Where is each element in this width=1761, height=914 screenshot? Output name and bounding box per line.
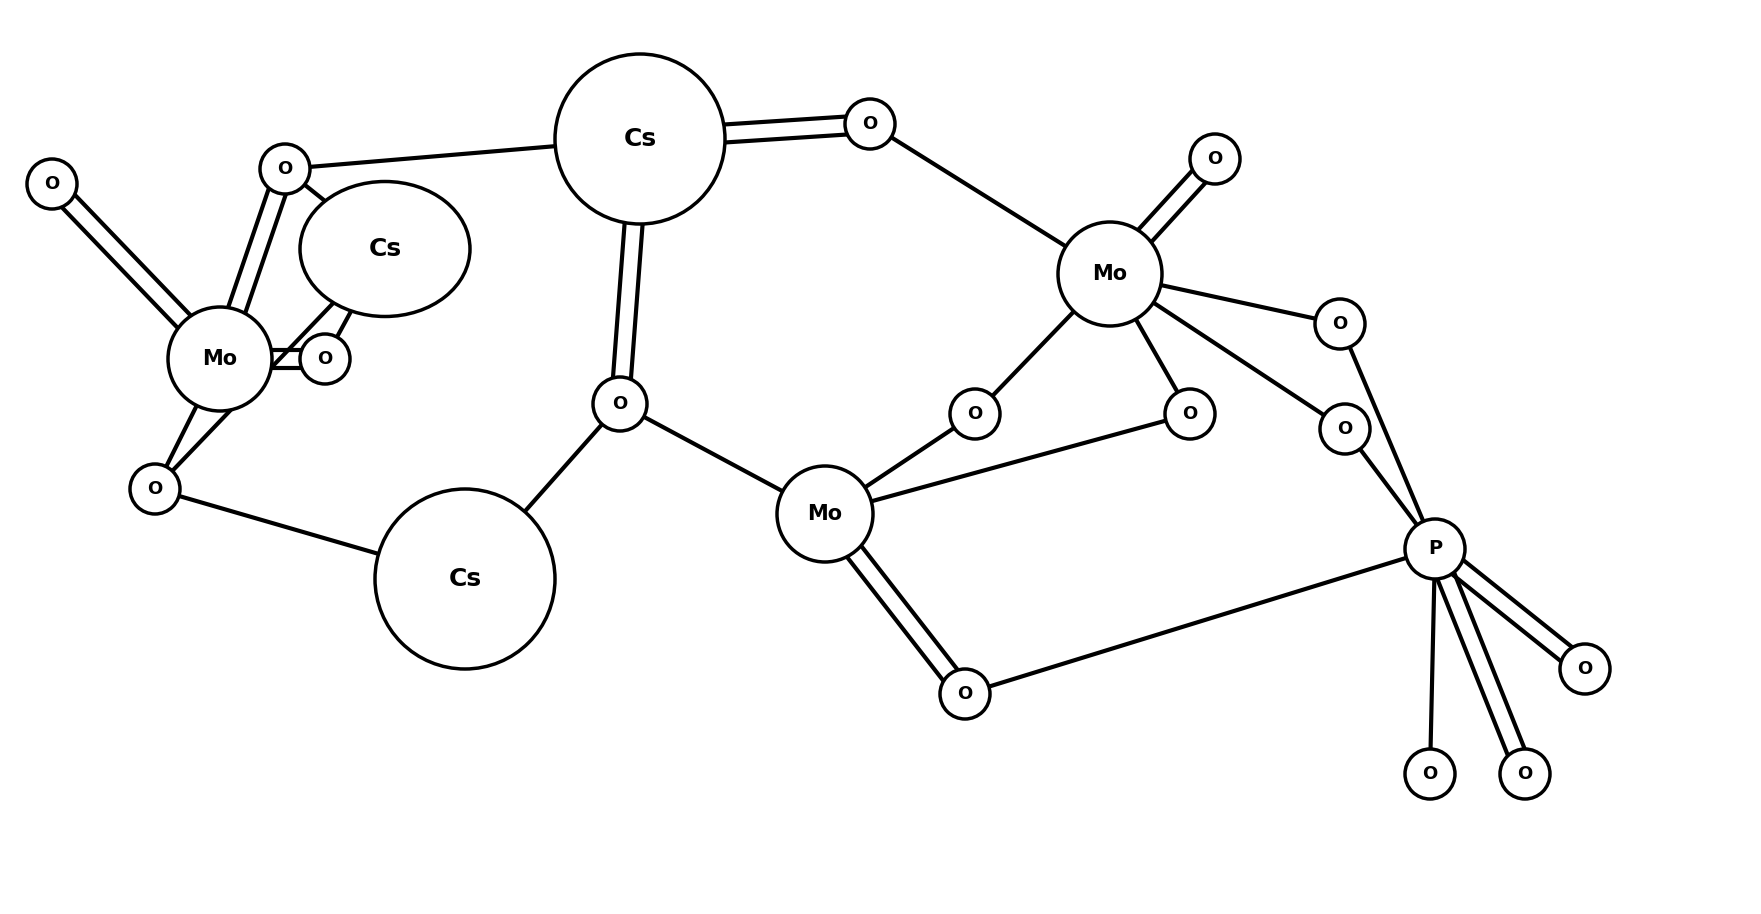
Circle shape — [261, 144, 310, 194]
Text: O: O — [1182, 405, 1197, 423]
Circle shape — [167, 307, 271, 411]
Text: O: O — [1423, 765, 1437, 783]
Circle shape — [1560, 644, 1610, 694]
Circle shape — [1315, 299, 1365, 349]
Circle shape — [1500, 749, 1550, 799]
Ellipse shape — [299, 182, 470, 316]
Text: Cs: Cs — [623, 127, 657, 151]
Text: O: O — [278, 160, 292, 178]
Text: Mo: Mo — [808, 504, 842, 524]
Circle shape — [555, 54, 726, 224]
Text: O: O — [1518, 765, 1532, 783]
Circle shape — [1058, 222, 1162, 326]
Circle shape — [940, 669, 990, 719]
Text: O: O — [967, 405, 983, 423]
Circle shape — [375, 489, 555, 669]
Circle shape — [1166, 389, 1215, 439]
Circle shape — [777, 466, 873, 562]
Circle shape — [593, 377, 646, 431]
Circle shape — [26, 159, 77, 209]
Text: O: O — [958, 685, 972, 703]
Circle shape — [130, 464, 180, 514]
Text: O: O — [1578, 660, 1592, 678]
Text: O: O — [1333, 315, 1347, 333]
Text: O: O — [148, 480, 162, 498]
Text: Mo: Mo — [1092, 264, 1127, 284]
Circle shape — [949, 389, 1000, 439]
Text: Cs: Cs — [449, 567, 481, 591]
Circle shape — [1405, 519, 1465, 579]
Circle shape — [299, 334, 350, 384]
Circle shape — [845, 99, 895, 149]
Text: O: O — [44, 175, 60, 193]
Circle shape — [1405, 749, 1455, 799]
Circle shape — [1190, 134, 1240, 184]
Text: O: O — [317, 350, 333, 368]
Text: Cs: Cs — [368, 237, 402, 261]
Text: P: P — [1428, 539, 1442, 558]
Text: O: O — [1337, 420, 1352, 438]
Text: O: O — [1208, 150, 1222, 168]
Text: Mo: Mo — [203, 349, 238, 369]
Circle shape — [1321, 404, 1370, 454]
Text: O: O — [613, 395, 627, 413]
Text: O: O — [863, 115, 877, 133]
